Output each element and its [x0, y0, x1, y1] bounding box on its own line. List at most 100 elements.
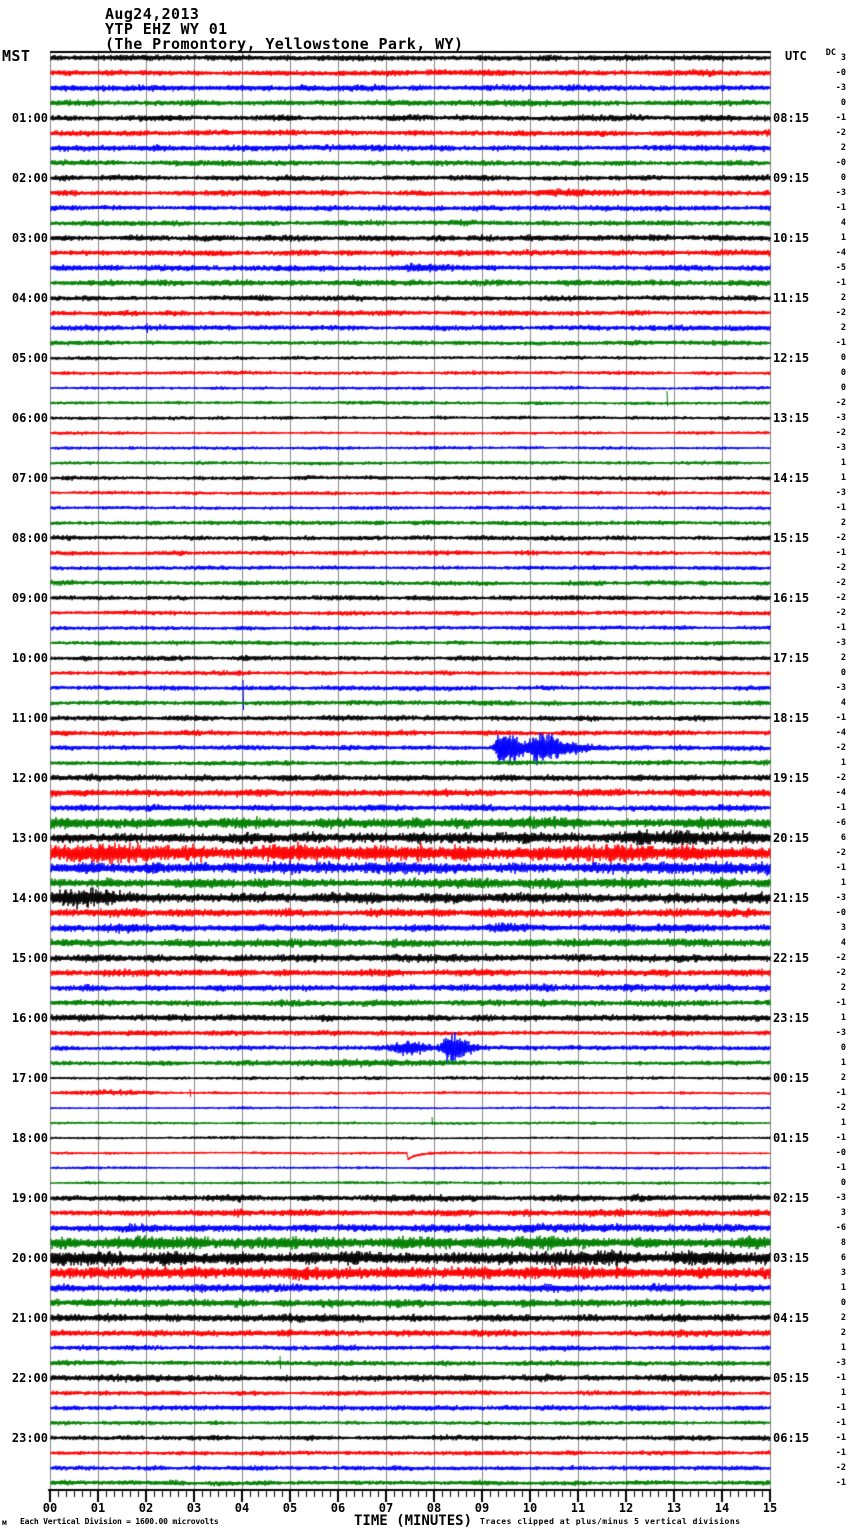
hour-label-left: 12:00 — [11, 771, 48, 785]
dc-value: -3 — [835, 893, 846, 903]
hour-label-right: 10:15 — [773, 231, 810, 245]
dc-value: -1 — [835, 113, 846, 123]
hour-label-right: 15:15 — [773, 531, 810, 545]
dc-value: 0 — [840, 98, 846, 108]
dc-value: -1 — [835, 1133, 846, 1143]
dc-value: -3 — [835, 443, 846, 453]
dc-value: 0 — [840, 368, 846, 378]
x-axis-label: TIME (MINUTES) — [354, 1513, 473, 1529]
dc-value: -3 — [835, 683, 846, 693]
dc-value: -2 — [835, 428, 846, 438]
x-tick-label: 04 — [234, 1501, 250, 1515]
hour-label-left: 18:00 — [11, 1131, 48, 1145]
x-tick-label: 09 — [474, 1501, 490, 1515]
dc-value: -3 — [835, 638, 846, 648]
dc-value: -4 — [835, 248, 846, 258]
dc-value: 2 — [840, 983, 846, 993]
dc-value: -2 — [835, 608, 846, 618]
dc-value: 2 — [840, 1313, 846, 1323]
hour-label-right: 02:15 — [773, 1191, 810, 1205]
dc-value: 0 — [840, 1178, 846, 1188]
dc-value: 3 — [840, 1208, 846, 1218]
hour-label-left: 19:00 — [11, 1191, 48, 1205]
hour-label-right: 06:15 — [773, 1431, 810, 1445]
dc-value: 1 — [840, 1283, 846, 1293]
dc-value: -6 — [835, 1223, 846, 1233]
dc-value: 0 — [840, 383, 846, 393]
x-tick-label: 00 — [42, 1501, 58, 1515]
dc-value: -4 — [835, 788, 846, 798]
header-station: YTP EHZ WY 01 — [105, 20, 228, 38]
dc-value: 1 — [840, 1388, 846, 1398]
dc-value: -1 — [835, 1433, 846, 1443]
right-axis-title: UTC — [785, 49, 807, 63]
dc-value: 2 — [840, 143, 846, 153]
hour-label-left: 05:00 — [11, 351, 48, 365]
dc-value: -1 — [835, 278, 846, 288]
x-tick-label: 06 — [330, 1501, 346, 1515]
dc-value: -2 — [835, 128, 846, 138]
dc-value: -2 — [835, 578, 846, 588]
dc-value: 4 — [840, 698, 846, 708]
dc-value: -3 — [835, 488, 846, 498]
hour-label-left: 02:00 — [11, 171, 48, 185]
dc-value: 0 — [840, 1043, 846, 1053]
dc-value: 1 — [840, 1058, 846, 1068]
dc-value: -2 — [835, 1103, 846, 1113]
dc-value: -2 — [835, 743, 846, 753]
dc-value: -1 — [835, 503, 846, 513]
dc-value: 0 — [840, 353, 846, 363]
dc-value: -2 — [835, 398, 846, 408]
x-tick-label: 13 — [666, 1501, 682, 1515]
hour-label-right: 16:15 — [773, 591, 810, 605]
hour-label-right: 13:15 — [773, 411, 810, 425]
dc-value: 1 — [840, 878, 846, 888]
dc-value: -1 — [835, 548, 846, 558]
hour-label-right: 00:15 — [773, 1071, 810, 1085]
dc-value: -1 — [835, 1403, 846, 1413]
dc-value: 3 — [840, 923, 846, 933]
hour-label-right: 22:15 — [773, 951, 810, 965]
hour-label-right: 09:15 — [773, 171, 810, 185]
dc-value: 2 — [840, 293, 846, 303]
hour-label-left: 03:00 — [11, 231, 48, 245]
dc-value: 4 — [840, 938, 846, 948]
hour-label-left: 14:00 — [11, 891, 48, 905]
dc-value: -2 — [835, 533, 846, 543]
footer-scale-note: Each Vertical Division = 1600.00 microvo… — [20, 1517, 219, 1526]
header-location: (The Promontory, Yellowstone Park, WY) — [105, 35, 464, 53]
dc-value: -1 — [835, 1418, 846, 1428]
hour-label-left: 17:00 — [11, 1071, 48, 1085]
hour-label-left: 13:00 — [11, 831, 48, 845]
dc-value: -4 — [835, 728, 846, 738]
header-date: Aug24,2013 — [105, 5, 200, 23]
x-tick-label: 10 — [522, 1501, 538, 1515]
dc-value: -2 — [835, 848, 846, 858]
dc-value: -3 — [835, 83, 846, 93]
dc-value: -2 — [835, 968, 846, 978]
corner-mark: м — [2, 1518, 7, 1527]
dc-value: -3 — [835, 1358, 846, 1368]
hour-label-right: 01:15 — [773, 1131, 810, 1145]
dc-value: 2 — [840, 518, 846, 528]
left-axis-title: MST — [2, 47, 31, 65]
dc-value: -0 — [835, 908, 846, 918]
dc-value: 8 — [840, 1238, 846, 1248]
dc-value: -2 — [835, 563, 846, 573]
hour-label-left: 22:00 — [11, 1371, 48, 1385]
hour-label-left: 21:00 — [11, 1311, 48, 1325]
hour-label-left: 08:00 — [11, 531, 48, 545]
hour-label-right: 04:15 — [773, 1311, 810, 1325]
hour-label-right: 17:15 — [773, 651, 810, 665]
hour-label-right: 03:15 — [773, 1251, 810, 1265]
hour-label-right: 20:15 — [773, 831, 810, 845]
dc-value: -2 — [835, 773, 846, 783]
x-tick-label: 12 — [618, 1501, 634, 1515]
hour-label-right: 11:15 — [773, 291, 810, 305]
dc-value: -3 — [835, 1028, 846, 1038]
x-tick-label: 08 — [426, 1501, 442, 1515]
dc-value: -3 — [835, 1193, 846, 1203]
dc-value: 3 — [840, 1268, 846, 1278]
hour-label-left: 23:00 — [11, 1431, 48, 1445]
